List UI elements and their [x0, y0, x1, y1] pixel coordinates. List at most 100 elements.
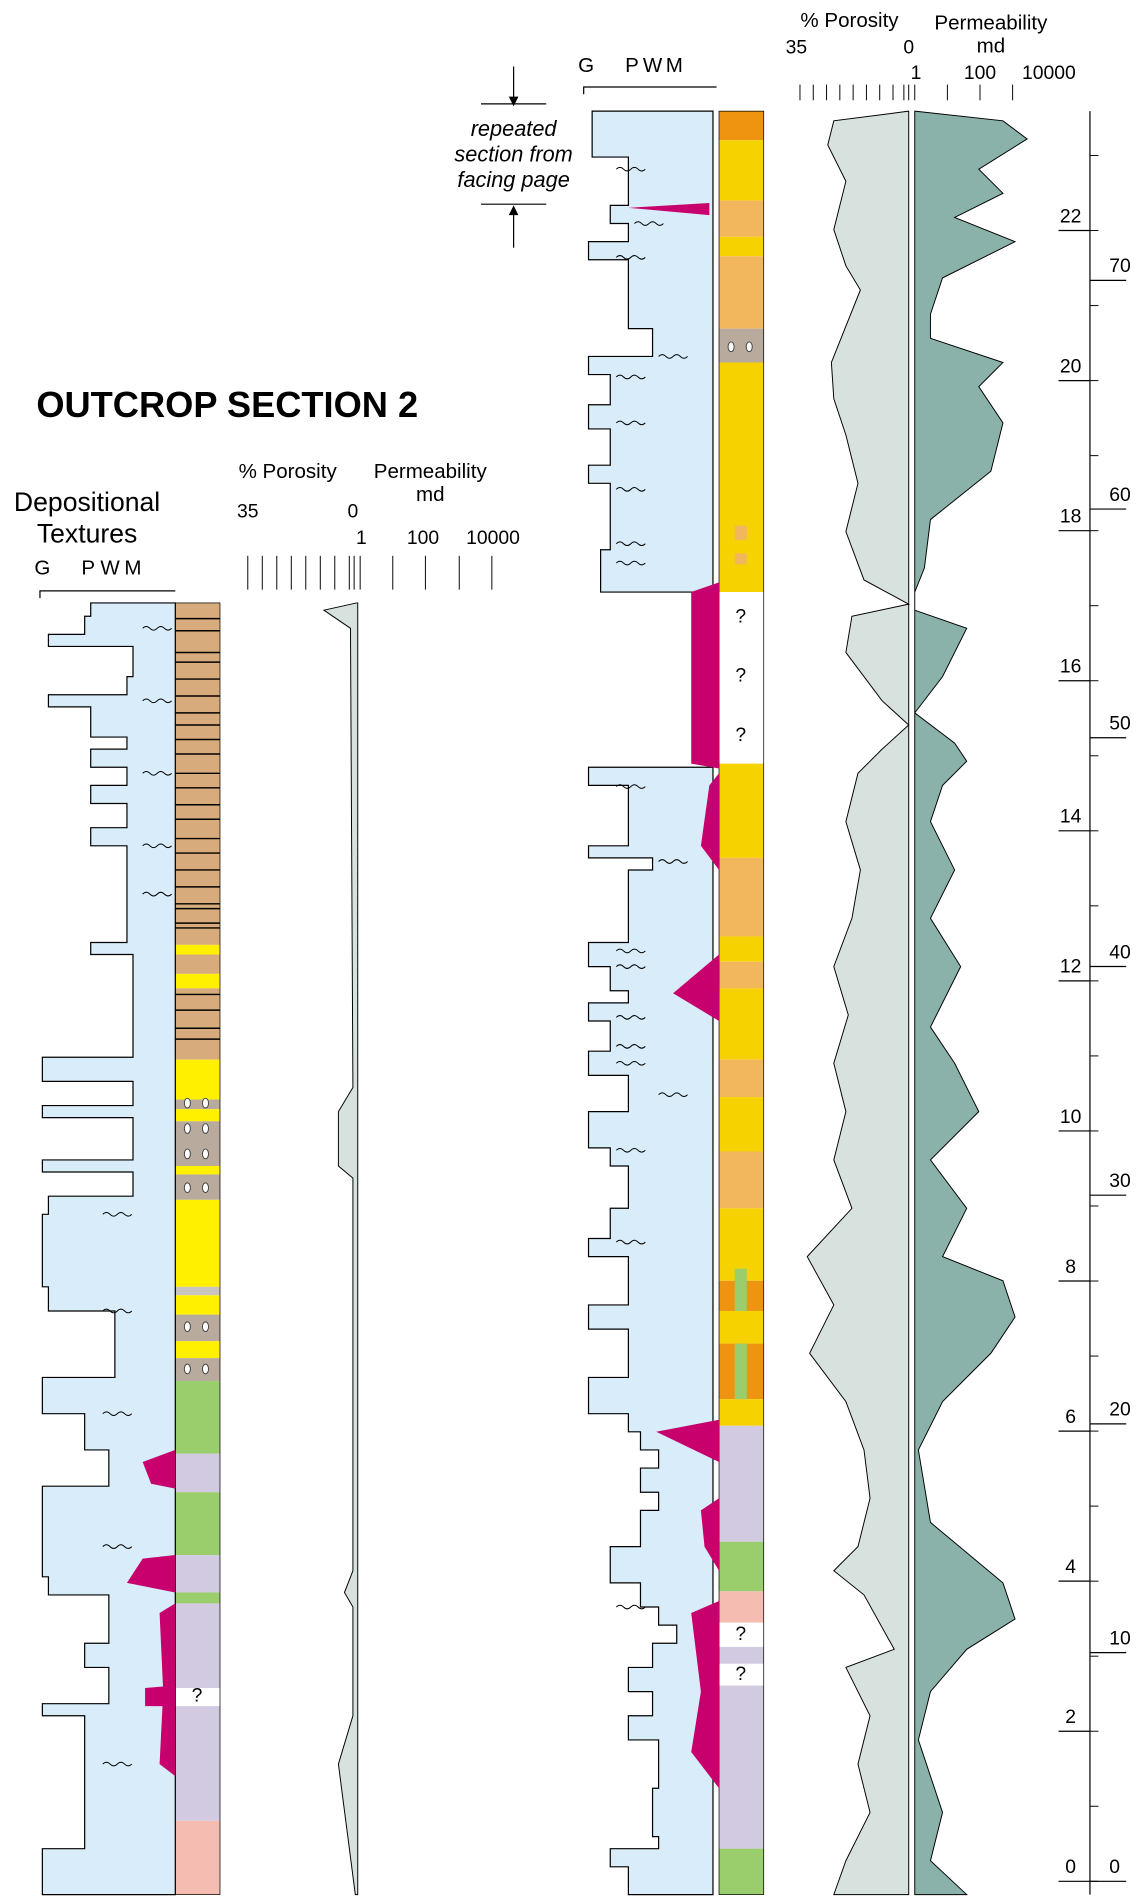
- foot-label: 0: [1109, 1857, 1120, 1878]
- nodule: [184, 1183, 190, 1193]
- permeability-scale: 100: [964, 63, 996, 84]
- meter-label: 12: [1060, 957, 1082, 978]
- texture-scale-bar: [40, 591, 175, 598]
- foot-label: 30: [1109, 1171, 1131, 1192]
- lithology-bed: [719, 256, 764, 328]
- lithology-bed: [719, 858, 764, 937]
- left-headers: Depositional Textures G P W M % Porosity…: [14, 460, 520, 580]
- lithology-bed: [175, 1287, 220, 1295]
- log-curve: [807, 111, 908, 1894]
- nodule: [202, 1183, 208, 1193]
- lithology-bed: [175, 1603, 220, 1688]
- lithology-bed: [175, 1315, 220, 1342]
- lithology-bed: [175, 1821, 220, 1895]
- nodule: [184, 1364, 190, 1374]
- lithology-bed: [175, 1100, 220, 1110]
- porosity-scale: 0: [903, 37, 914, 58]
- porosity-scale: 0: [348, 501, 359, 522]
- lithology-bed: [175, 1200, 220, 1287]
- annotation-line: repeated: [471, 116, 558, 141]
- meter-label: 16: [1060, 657, 1082, 678]
- log-curve: [324, 603, 358, 1895]
- texture-scale-bar: [584, 87, 717, 94]
- lithology-bed: [175, 1341, 220, 1358]
- nodule: [184, 1098, 190, 1108]
- lithology-bed: [719, 1311, 764, 1344]
- lithology-bed: [175, 1454, 220, 1493]
- lithology-bed: [719, 111, 764, 140]
- texture-scale: P: [81, 557, 95, 580]
- right-headers: G P W M % Porosity 35 0 Permeability md …: [578, 9, 1076, 84]
- lithology-bed: [175, 1174, 220, 1199]
- meter-label: 14: [1060, 807, 1082, 828]
- permeability-scale: 100: [407, 528, 439, 549]
- nodule: [184, 1322, 190, 1332]
- texture-scale: M: [124, 557, 141, 580]
- grainstone-fill: [691, 582, 719, 768]
- unknown-marker: ?: [192, 1686, 203, 1707]
- meter-label: 22: [1060, 206, 1082, 227]
- permeability-unit: md: [416, 483, 445, 506]
- porosity-header: % Porosity: [239, 460, 338, 483]
- nodule: [746, 342, 752, 352]
- lithology-bed: [719, 201, 764, 237]
- texture-scale: M: [666, 54, 683, 77]
- nodule: [202, 1124, 208, 1134]
- lithology-bed: [175, 974, 220, 988]
- nodule: [202, 1149, 208, 1159]
- lithology-patch: [735, 1269, 747, 1311]
- lithology-bed: [175, 1121, 220, 1166]
- lithology-bed: [175, 603, 220, 928]
- meter-label: 0: [1065, 1857, 1076, 1878]
- meter-label: 4: [1065, 1557, 1076, 1578]
- lithology-bed: [175, 1166, 220, 1174]
- permeability-scale: 1: [911, 63, 922, 84]
- lithology-bed: [175, 1109, 220, 1121]
- lithology-bed: [175, 928, 220, 945]
- lithology-patch: [735, 553, 747, 564]
- porosity-scale: 35: [786, 37, 808, 58]
- figure: OUTCROP SECTION 2 repeated section from …: [0, 0, 1142, 1897]
- lithology-bed: [175, 1358, 220, 1381]
- meter-label: 20: [1060, 356, 1082, 377]
- unknown-marker: ?: [735, 666, 746, 687]
- foot-label: 70: [1109, 256, 1131, 277]
- lithology-bed: [175, 1381, 220, 1453]
- meter-label: 10: [1060, 1107, 1082, 1128]
- foot-label: 40: [1109, 942, 1131, 963]
- lithology-bed: [719, 329, 764, 363]
- permeability-scale: 10000: [466, 528, 520, 549]
- porosity-scale: 35: [237, 501, 259, 522]
- lithology-bed: [175, 988, 220, 1059]
- lithology-bed: [719, 764, 764, 858]
- lithology-bed: [719, 1060, 764, 1097]
- permeability-header: Permeability: [374, 460, 488, 483]
- lithology-bed: [719, 1097, 764, 1151]
- texture-scale: P: [625, 54, 639, 77]
- permeability-scale: 1: [356, 528, 367, 549]
- arrow-head: [509, 205, 519, 215]
- lithology-bed: [719, 1542, 764, 1592]
- nodule: [184, 1124, 190, 1134]
- annotation-line: facing page: [457, 167, 569, 192]
- arrow-head: [509, 97, 519, 107]
- nodule: [202, 1098, 208, 1108]
- lithology-bed: [719, 1426, 764, 1542]
- foot-label: 50: [1109, 714, 1131, 735]
- texture-profile: [589, 767, 713, 1894]
- texture-scale: W: [100, 557, 120, 580]
- texture-profile: [589, 111, 713, 592]
- section-graphics: [40, 85, 1027, 1895]
- texture-header: Depositional: [14, 487, 160, 517]
- lithology-bed: [719, 1647, 764, 1664]
- meter-label: 6: [1065, 1407, 1076, 1428]
- lithology-bed: [175, 1295, 220, 1314]
- permeability-unit: md: [977, 35, 1006, 58]
- meter-label: 18: [1060, 506, 1082, 527]
- unknown-marker: ?: [735, 1624, 746, 1645]
- nodule: [202, 1364, 208, 1374]
- foot-label: 20: [1109, 1400, 1131, 1421]
- texture-scale: G: [34, 557, 50, 580]
- lithology-bed: [175, 1593, 220, 1604]
